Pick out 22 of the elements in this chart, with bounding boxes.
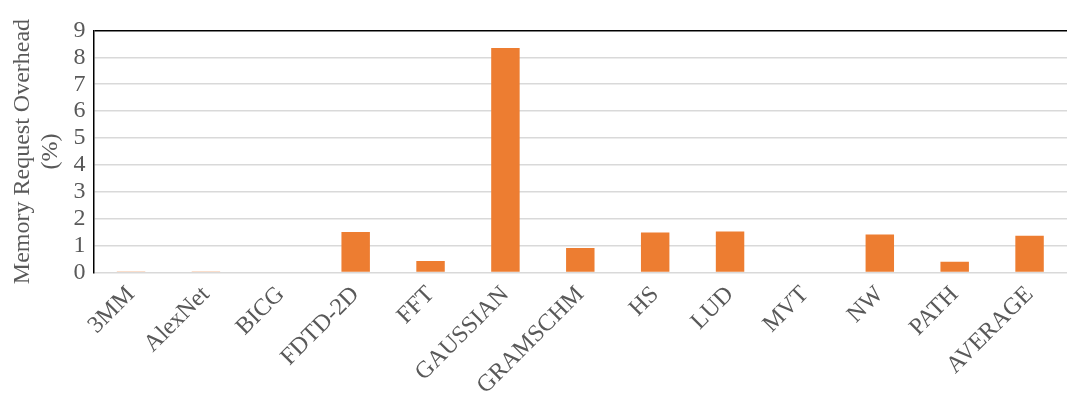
bar [491,47,520,272]
bar [865,234,895,272]
bar [715,231,745,272]
bar [341,231,370,272]
bar [940,261,969,272]
y-tick-label: 1 [73,231,86,257]
bar [1015,235,1044,272]
y-tick-label: 0 [73,257,86,284]
y-tick-label: 7 [73,69,86,96]
y-tick-label: 8 [73,42,86,69]
y-tick-label: 6 [73,96,86,123]
x-tick-label: HS [623,280,664,321]
y-axis-title: Memory Request Overhead (%) [7,18,63,285]
bar [566,248,595,272]
y-tick-label: 3 [73,177,86,204]
y-tick-label: 9 [73,15,86,42]
y-tick-label: 5 [73,123,86,150]
bar [640,232,670,272]
bar [416,261,445,272]
y-tick-label: 2 [73,204,86,231]
y-tick-label: 4 [73,150,86,177]
x-tick-label: NW [841,280,889,328]
